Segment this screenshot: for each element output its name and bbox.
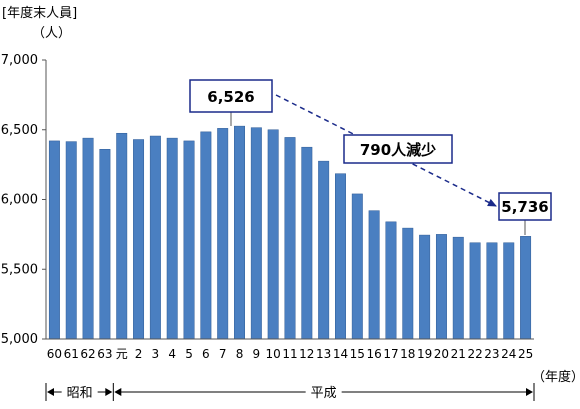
x-tick-label: 60 <box>47 347 62 361</box>
x-tick-label: 8 <box>236 347 244 361</box>
bar-63 <box>99 149 111 340</box>
x-axis-ticks: 60 61 62 63 元 2 3 4 5 6 7 8 9 10 11 12 13 14 15 16 17 18 19 20 2… <box>47 347 533 361</box>
y-axis-ticks: 5,000 5,500 6,000 6,500 7,000 <box>1 53 46 347</box>
x-tick-label: 16 <box>366 347 381 361</box>
x-tick-label: 61 <box>64 347 79 361</box>
x-tick-label: 63 <box>97 347 112 361</box>
bar-9 <box>250 127 262 340</box>
y-tick-label: 5,500 <box>1 262 38 277</box>
bar-13 <box>318 160 330 340</box>
bar-15 <box>351 193 363 340</box>
x-tick-label: 12 <box>299 347 314 361</box>
era-arrowhead <box>114 388 122 396</box>
x-tick-label: 18 <box>400 347 415 361</box>
x-tick-label: 13 <box>316 347 331 361</box>
x-tick-label: 2 <box>135 347 143 361</box>
y-tick-label: 5,000 <box>1 332 38 347</box>
bar-17 <box>385 221 397 340</box>
x-tick-label: 4 <box>168 347 176 361</box>
era-arrowhead <box>47 388 54 396</box>
bar-2 <box>133 139 145 340</box>
x-tick-label: 14 <box>333 347 348 361</box>
era-arrowhead <box>105 388 113 396</box>
bars <box>48 125 532 340</box>
x-tick-label: 10 <box>266 347 281 361</box>
start-value-label: 6,526 <box>207 88 254 106</box>
bar-20 <box>435 234 447 340</box>
bar-5 <box>183 140 195 340</box>
bar-11 <box>284 137 296 340</box>
era-brackets: 昭和 平成 <box>45 383 535 401</box>
y-axis-label: [年度末人員] <box>2 5 77 21</box>
x-tick-label: 25 <box>518 347 533 361</box>
x-tick-label: 20 <box>434 347 449 361</box>
bar-19 <box>419 234 431 340</box>
era-arrowhead <box>526 388 533 396</box>
bar-61 <box>65 141 77 340</box>
bar-62 <box>82 137 94 340</box>
x-tick-label: 19 <box>417 347 432 361</box>
end-value-label: 5,736 <box>501 198 548 216</box>
bar-21 <box>452 236 464 340</box>
bar-22 <box>469 242 481 340</box>
x-tick-label: 22 <box>467 347 482 361</box>
bar-8 <box>234 125 245 340</box>
x-tick-label: 7 <box>219 347 227 361</box>
x-tick-label: 元 <box>116 347 128 361</box>
era-label: 昭和 <box>67 386 93 401</box>
decrease-label: 790人減少 <box>360 141 436 159</box>
x-tick-label: 62 <box>80 347 95 361</box>
bar-4 <box>166 137 178 340</box>
x-tick-label: 3 <box>152 347 160 361</box>
x-tick-label: 5 <box>185 347 193 361</box>
bar-25 <box>520 236 532 340</box>
bar-6 <box>200 131 212 340</box>
bar-60 <box>48 140 60 340</box>
bar-3 <box>149 135 161 340</box>
x-tick-label: 23 <box>484 347 499 361</box>
bar-12 <box>301 146 313 340</box>
x-tick-label: 6 <box>202 347 210 361</box>
bar-16 <box>368 210 380 340</box>
bar-18 <box>402 227 414 340</box>
x-tick-label: 11 <box>282 347 297 361</box>
x-tick-label: 24 <box>501 347 516 361</box>
x-tick-label: 21 <box>451 347 466 361</box>
bar-10 <box>267 129 279 340</box>
decrease-box <box>343 134 453 164</box>
end-value-box <box>498 192 552 221</box>
x-axis-unit: （年度） <box>532 369 580 385</box>
bar-23 <box>486 242 498 340</box>
x-tick-label: 9 <box>253 347 261 361</box>
y-tick-label: 6,500 <box>1 123 38 138</box>
era-label: 平成 <box>311 386 337 401</box>
start-value-box <box>189 79 273 113</box>
y-axis-unit: （人） <box>32 26 71 41</box>
y-tick-label: 6,000 <box>1 193 38 208</box>
bar-7 <box>217 128 229 340</box>
x-tick-label: 17 <box>383 347 398 361</box>
bar-14 <box>335 173 346 340</box>
bar-元 <box>116 132 128 340</box>
bar-24 <box>503 242 515 340</box>
y-tick-label: 7,000 <box>1 53 38 68</box>
x-tick-label: 15 <box>350 347 365 361</box>
